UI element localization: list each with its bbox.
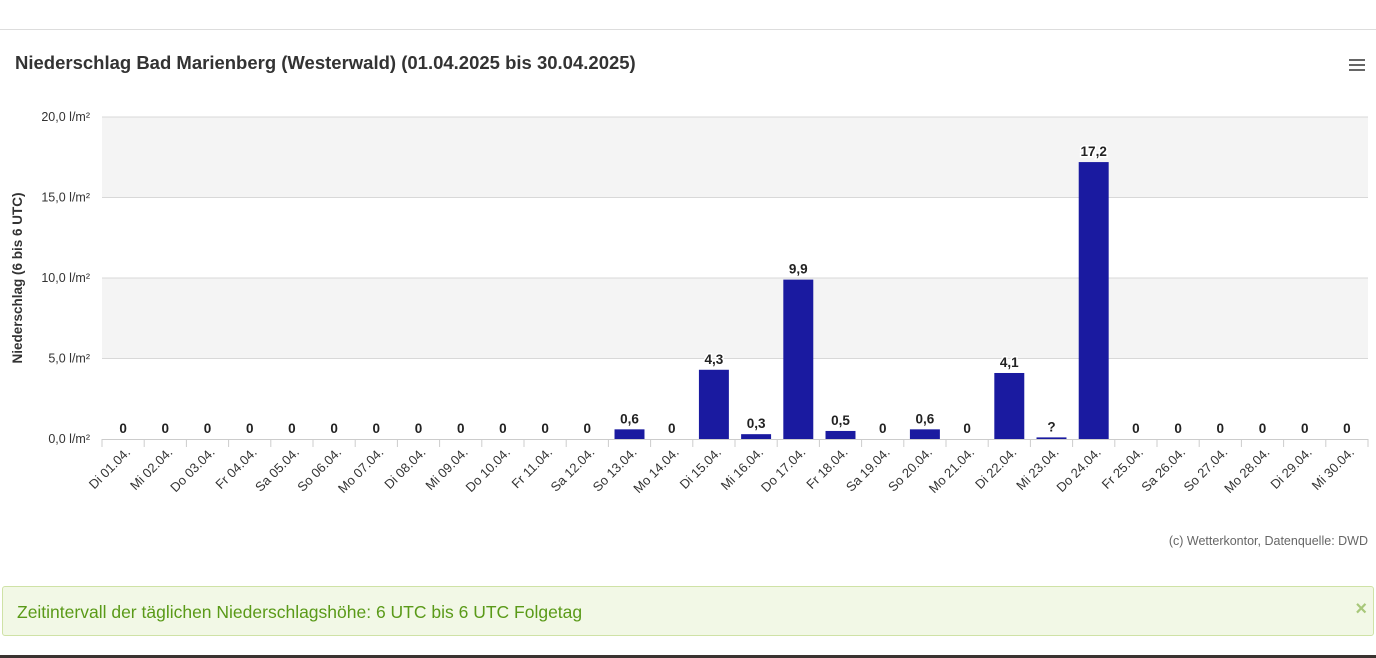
x-tick-label: Sa 05.04. [252, 445, 302, 495]
data-label: 0 [584, 421, 592, 436]
data-label: 4,3 [705, 352, 724, 367]
data-label: 0 [668, 421, 676, 436]
bar [1078, 162, 1109, 439]
x-tick-label: Mo 28.04. [1221, 445, 1272, 496]
hamburger-menu-icon[interactable] [1347, 56, 1367, 74]
bar [909, 429, 940, 439]
x-tick-label: Sa 26.04. [1138, 445, 1188, 495]
data-label: 0 [1174, 421, 1182, 436]
y-tick-label: 5,0 l/m² [48, 352, 90, 366]
y-tick-label: 20,0 l/m² [41, 110, 90, 124]
data-label: 0 [288, 421, 296, 436]
precipitation-chart: 0,0 l/m² 5,0 l/m² 10,0 l/m² 15,0 l/m² 20,0 l… [0, 30, 1376, 570]
x-tick-label: Do 03.04. [167, 445, 217, 495]
bar [994, 372, 1025, 439]
x-tick-label: Do 24.04. [1053, 445, 1103, 495]
x-tick-label: Do 10.04. [463, 445, 513, 495]
x-tick-label: Di 01.04. [86, 445, 133, 492]
bar [741, 434, 772, 439]
data-label: 0 [246, 421, 254, 436]
data-label: 0 [1301, 421, 1309, 436]
x-tick-label: Di 15.04. [677, 445, 724, 492]
bar [825, 430, 856, 439]
data-label: 0,6 [620, 411, 639, 426]
bar [698, 369, 729, 439]
x-tick-label: Mo 21.04. [926, 445, 977, 496]
chart-title: Niederschlag Bad Marienberg (Westerwald)… [15, 52, 636, 73]
top-divider [0, 29, 1376, 30]
data-label: 0 [415, 421, 423, 436]
x-tick-label: Di 29.04. [1267, 445, 1314, 492]
x-tick-label: Mi 30.04. [1309, 445, 1357, 493]
data-label: 0 [499, 421, 507, 436]
bar [783, 279, 814, 439]
x-tick-label: Di 08.04. [381, 445, 428, 492]
y-tick-label: 15,0 l/m² [41, 191, 90, 205]
bottom-bar [0, 655, 1376, 658]
x-tick-label: Mo 14.04. [630, 445, 681, 496]
data-label: 17,2 [1081, 144, 1107, 159]
data-label: 4,1 [1000, 355, 1019, 370]
x-tick-label: Mo 07.04. [335, 445, 386, 496]
bar [614, 429, 645, 439]
data-label: 0 [162, 421, 170, 436]
data-label: 0,5 [831, 413, 850, 428]
chart-svg: 0,0 l/m² 5,0 l/m² 10,0 l/m² 15,0 l/m² 20,0 l… [10, 110, 1369, 496]
bar [1036, 437, 1067, 439]
y-tick-label: 10,0 l/m² [41, 271, 90, 285]
info-alert: Zeitintervall der täglichen Niederschlag… [2, 586, 1374, 636]
data-label: 0 [204, 421, 212, 436]
y-tick-label: 0,0 l/m² [48, 432, 90, 446]
data-label: 0 [1132, 421, 1140, 436]
close-icon[interactable]: × [1355, 598, 1367, 620]
data-label: 0 [373, 421, 381, 436]
x-tick-label: Sa 19.04. [843, 445, 893, 495]
alert-text: Zeitintervall der täglichen Niederschlag… [17, 602, 583, 622]
data-label: 9,9 [789, 262, 808, 277]
plot-band [102, 278, 1368, 359]
y-axis-title: Niederschlag (6 bis 6 UTC) [10, 192, 25, 363]
data-label: 0,3 [747, 416, 766, 431]
data-label: 0 [963, 421, 971, 436]
data-label: 0 [457, 421, 465, 436]
data-label: 0 [119, 421, 127, 436]
x-tick-label: Do 17.04. [758, 445, 808, 495]
data-label: 0 [879, 421, 887, 436]
data-label: 0 [1217, 421, 1225, 436]
data-label: 0 [1259, 421, 1267, 436]
chart-credits[interactable]: (c) Wetterkontor, Datenquelle: DWD [1168, 534, 1368, 548]
x-tick-label: Di 22.04. [972, 445, 1019, 492]
x-tick-label: Sa 12.04. [547, 445, 597, 495]
data-label: ? [1047, 419, 1055, 434]
data-label: 0 [1343, 421, 1351, 436]
plot-band [102, 117, 1368, 198]
data-label: 0,6 [916, 411, 935, 426]
data-label: 0 [330, 421, 338, 436]
data-label: 0 [541, 421, 549, 436]
